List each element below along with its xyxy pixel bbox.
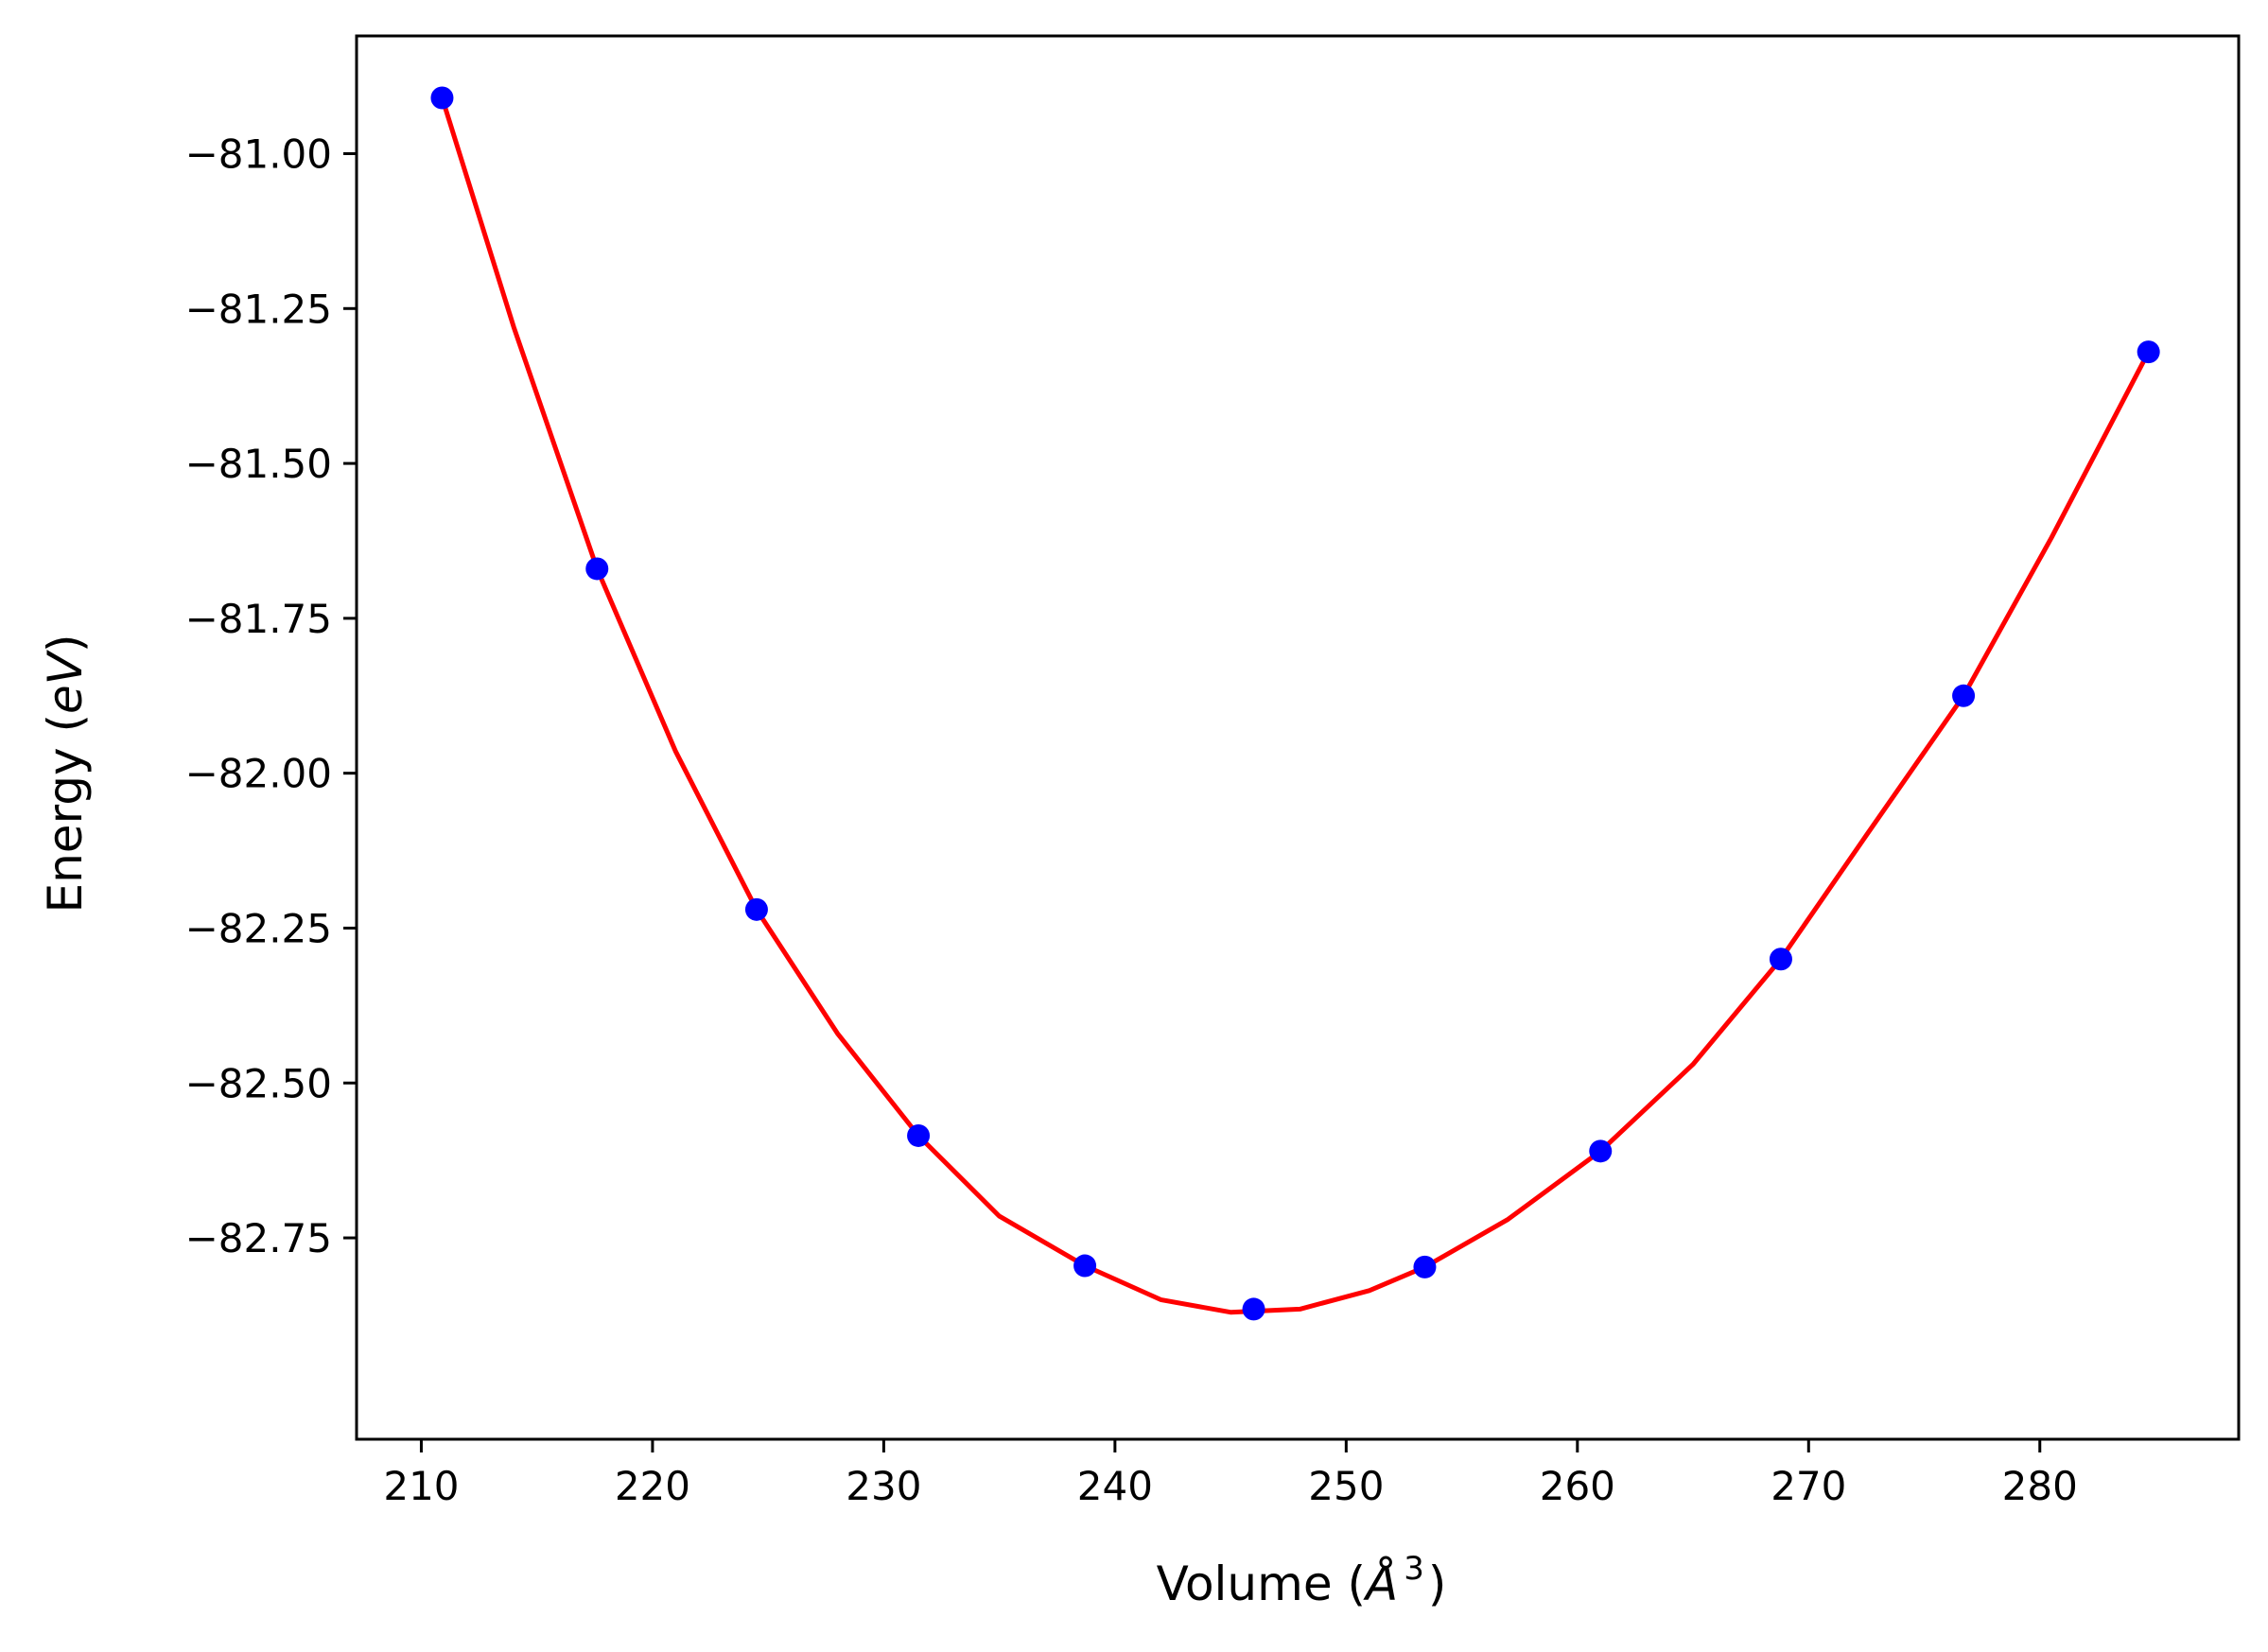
y-tick-label: −81.50 — [185, 441, 332, 487]
x-tick-label: 210 — [383, 1463, 459, 1509]
x-tick-label: 230 — [846, 1463, 921, 1509]
data-point-10 — [2137, 340, 2160, 364]
x-tick-label: 220 — [615, 1463, 690, 1509]
y-axis-label: Energy (eV) — [38, 635, 93, 913]
x-axis: 210 220 230 240 250 260 270 280 — [383, 1439, 2078, 1509]
x-tick-label: 280 — [2002, 1463, 2078, 1509]
data-point-6 — [1413, 1255, 1437, 1278]
data-point-9 — [1952, 684, 1976, 707]
y-tick-label: −81.00 — [185, 130, 332, 177]
axes-frame — [355, 34, 2241, 1441]
y-axis: −81.00 −81.25 −81.50 −81.75 −82.00 −82.25 −82.… — [185, 130, 357, 1261]
data-point-7 — [1589, 1139, 1613, 1163]
data-point-5 — [1242, 1297, 1265, 1321]
data-point-2 — [744, 897, 768, 921]
y-tick-label: −82.25 — [185, 905, 332, 951]
x-axis-label: Volume (Å 3) — [1157, 1550, 1447, 1611]
y-tick-label: −82.50 — [185, 1060, 332, 1106]
x-tick-label: 270 — [1771, 1463, 1846, 1509]
x-axis-label-unit: Å — [1363, 1556, 1398, 1611]
fit-line-0 — [440, 96, 2151, 1315]
y-axis-label-prefix: Energy ( — [38, 714, 93, 913]
data-point-0 — [430, 86, 454, 110]
x-tick-label: 250 — [1308, 1463, 1384, 1509]
x-axis-label-prefix: Volume ( — [1157, 1556, 1366, 1611]
x-tick-label: 260 — [1540, 1463, 1615, 1509]
x-axis-label-suffix: ) — [1428, 1556, 1447, 1611]
x-tick-label: 240 — [1077, 1463, 1153, 1509]
y-tick-label: −82.00 — [185, 751, 332, 797]
data-point-1 — [585, 557, 609, 581]
y-tick-label: −82.75 — [185, 1215, 332, 1261]
y-axis-label-suffix: ) — [38, 635, 93, 653]
y-axis-label-unit: eV — [38, 649, 93, 714]
y-tick-label: −81.25 — [185, 286, 332, 332]
data-point-3 — [907, 1123, 931, 1147]
x-axis-label-exponent: 3 — [1404, 1550, 1424, 1588]
y-tick-label: −81.75 — [185, 596, 332, 642]
data-point-4 — [1073, 1254, 1097, 1278]
data-point-8 — [1769, 948, 1792, 971]
plot-area — [430, 86, 2160, 1321]
